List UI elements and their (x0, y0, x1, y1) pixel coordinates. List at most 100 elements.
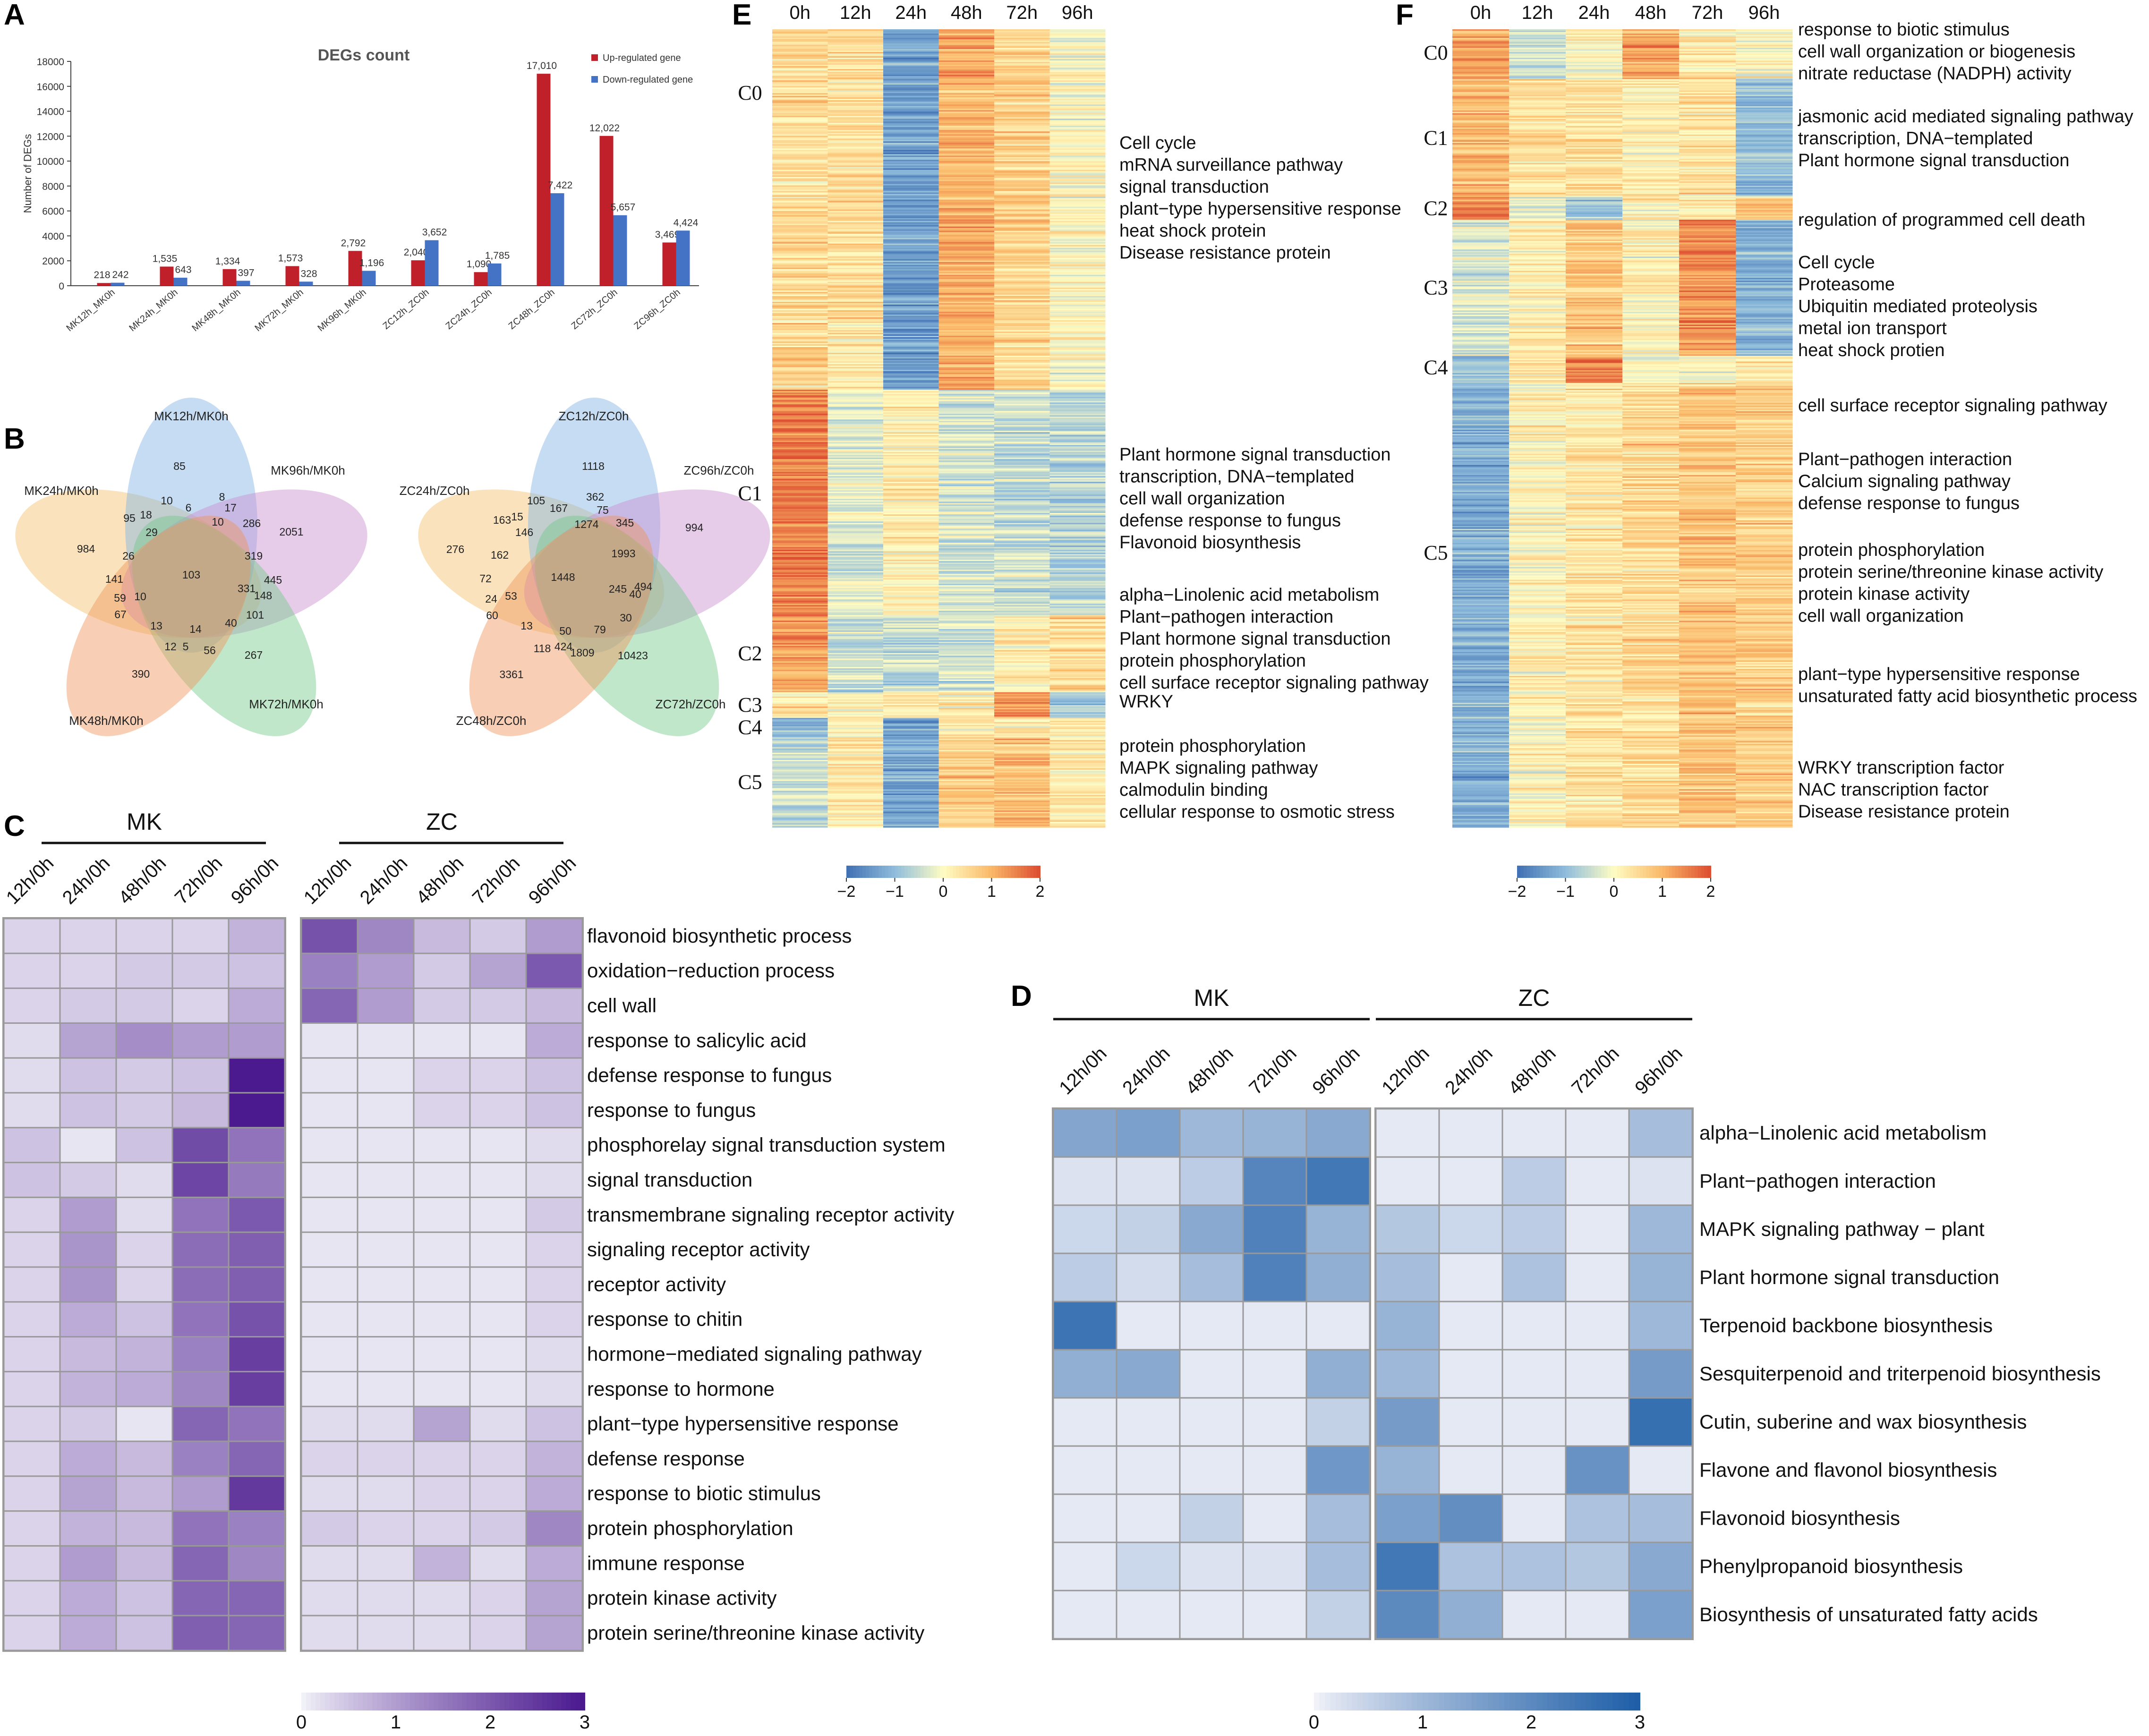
heatmap-row-cell (827, 273, 884, 275)
bar-data-label: 328 (300, 268, 317, 279)
bar-data-label: 5,657 (611, 202, 636, 213)
heatmap-row-cell (827, 377, 884, 379)
legend-gradient-segment (1575, 1693, 1581, 1710)
heatmap-row-cell (1452, 200, 1509, 202)
heatmap-row-cell (827, 730, 884, 732)
legend-gradient-segment (1023, 866, 1028, 878)
row-label: Cutin, suberine and wax biosynthesis (1699, 1411, 2027, 1433)
heatmap-row-cell (1452, 138, 1509, 141)
heatmap-cell (1117, 1254, 1179, 1301)
heatmap-row-cell (1566, 180, 1623, 182)
heatmap-row-cell (938, 235, 995, 237)
heatmap-row-cell (883, 230, 939, 233)
heatmap-row-cell (827, 425, 884, 427)
heatmap-cell (302, 1581, 357, 1615)
heatmap-row-cell (938, 87, 995, 89)
heatmap-row-cell (827, 507, 884, 509)
heatmap-cell (1307, 1254, 1369, 1301)
heatmap-row-cell (772, 116, 828, 118)
heatmap-row-cell (1736, 208, 1793, 210)
legend-gradient-segment (1569, 1693, 1575, 1710)
heatmap-row-cell (1049, 468, 1106, 469)
heatmap-row-cell (1049, 609, 1106, 611)
heatmap-row-cell (938, 591, 995, 593)
heatmap-cell (173, 1233, 228, 1267)
heatmap-row-cell (772, 622, 828, 624)
heatmap-row-cell (994, 189, 1050, 192)
heatmap-row-cell (1049, 688, 1106, 690)
heatmap-row-cell (772, 791, 828, 793)
heatmap-row-cell (883, 29, 939, 31)
heatmap-row-cell (1736, 109, 1793, 111)
legend-tick-label: 2 (1526, 1712, 1536, 1733)
heatmap-row-cell (772, 397, 828, 399)
heatmap-cell (302, 1442, 357, 1476)
heatmap-row-cell (1736, 176, 1793, 178)
heatmap-row-cell (994, 554, 1050, 556)
heatmap-cell (4, 954, 60, 988)
heatmap-row-cell (938, 49, 995, 51)
heatmap-row-cell (938, 65, 995, 67)
heatmap-row-cell (883, 198, 939, 200)
heatmap-row-cell (883, 336, 939, 338)
heatmap-row-cell (1679, 127, 1736, 129)
legend-gradient-segment (1379, 1693, 1385, 1710)
legend-gradient-segment (391, 1693, 396, 1710)
heatmap-row-cell (938, 48, 995, 50)
heatmap-row-cell (994, 374, 1050, 376)
heatmap-row-cell (883, 31, 939, 33)
heatmap-row-cell (938, 489, 995, 491)
heatmap-row-cell (883, 779, 939, 782)
heatmap-row-cell (994, 825, 1050, 826)
heatmap-row-cell (1509, 32, 1566, 34)
venn-count: 118 (534, 642, 551, 655)
heatmap-row-cell (994, 97, 1050, 99)
heatmap-row-cell (827, 621, 884, 622)
heatmap-row-cell (772, 317, 828, 319)
venn-count: 75 (597, 504, 609, 516)
heatmap-row-cell (1049, 53, 1106, 55)
legend-gradient-segment (1390, 1693, 1396, 1710)
heatmap-row-cell (772, 147, 828, 149)
heatmap-row-cell (1452, 215, 1509, 217)
heatmap-row-cell (994, 327, 1050, 329)
heatmap-row-cell (1679, 190, 1736, 192)
heatmap-row-cell (883, 286, 939, 288)
heatmap-row-cell (1509, 97, 1566, 100)
heatmap-row-cell (827, 306, 884, 308)
heatmap-row-cell (883, 141, 939, 143)
bar-data-label: 17,010 (527, 60, 557, 71)
legend-gradient-segment (1384, 1693, 1390, 1710)
heatmap-row-cell (1509, 48, 1566, 50)
group-label-zc: ZC (1518, 985, 1550, 1011)
heatmap-row-cell (772, 702, 828, 704)
heatmap-row-cell (1679, 86, 1736, 88)
venn-count: 331 (238, 582, 256, 595)
heatmap-row-cell (772, 577, 828, 579)
heatmap-row-cell (1622, 123, 1680, 125)
heatmap-row-cell (938, 364, 995, 366)
heatmap-row-cell (772, 249, 828, 251)
heatmap-row-cell (938, 506, 995, 508)
heatmap-row-cell (1736, 157, 1793, 159)
heatmap-row-cell (827, 570, 884, 571)
heatmap-row-cell (772, 375, 828, 377)
heatmap-row-cell (772, 640, 828, 642)
heatmap-row-cell (994, 750, 1050, 752)
heatmap-row-cell (1679, 39, 1736, 41)
heatmap-row-cell (994, 520, 1050, 522)
heatmap-row-cell (938, 162, 995, 165)
heatmap-row-cell (994, 536, 1050, 537)
heatmap-row-cell (827, 596, 884, 598)
heatmap-row-cell (772, 455, 828, 457)
heatmap-row-cell (938, 201, 995, 203)
heatmap-cell (302, 954, 357, 988)
heatmap-row-cell (1452, 190, 1509, 192)
heatmap-row-cell (938, 496, 995, 498)
heatmap-row-cell (1622, 34, 1680, 35)
heatmap-row-cell (827, 311, 884, 314)
heatmap-row-cell (1049, 255, 1106, 257)
heatmap-row-cell (1566, 35, 1623, 37)
heatmap-row-cell (827, 219, 884, 221)
heatmap-row-cell (883, 442, 939, 444)
